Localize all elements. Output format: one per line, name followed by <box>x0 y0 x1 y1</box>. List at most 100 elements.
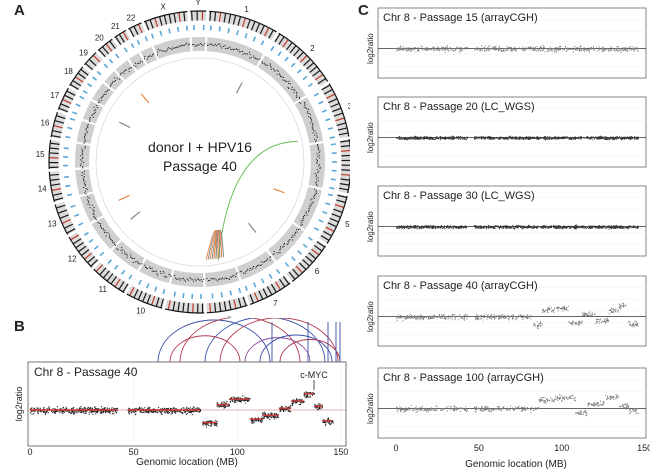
data-point <box>48 406 50 408</box>
data-point <box>443 226 445 228</box>
data-point <box>474 136 476 138</box>
data-point <box>410 138 412 140</box>
data-point <box>462 137 464 138</box>
cn-point <box>151 270 153 272</box>
data-point <box>436 226 438 228</box>
data-point <box>498 46 500 48</box>
data-point <box>609 138 611 140</box>
data-point <box>406 227 408 229</box>
data-point <box>513 137 515 139</box>
data-point <box>262 412 264 414</box>
data-point <box>323 421 325 423</box>
data-point <box>607 48 609 50</box>
data-point <box>281 405 283 407</box>
data-point <box>540 137 542 139</box>
cytoband <box>151 295 156 305</box>
data-point <box>464 138 466 140</box>
data-point <box>115 408 117 410</box>
data-point <box>445 316 447 318</box>
cn-point <box>196 278 198 280</box>
data-point <box>101 411 103 413</box>
cn-point <box>203 278 205 280</box>
feature-tick <box>69 117 76 121</box>
data-point <box>37 408 39 410</box>
data-point <box>160 412 162 414</box>
data-point <box>421 316 423 318</box>
data-point <box>623 138 625 140</box>
data-point <box>188 411 190 413</box>
cn-point <box>230 48 232 50</box>
data-point <box>114 411 116 413</box>
data-point <box>427 137 429 139</box>
cytoband <box>317 78 326 85</box>
data-point <box>579 137 581 138</box>
data-point <box>134 410 136 412</box>
cn-point <box>272 254 274 255</box>
cytoband <box>339 183 349 186</box>
cn-point <box>258 264 260 266</box>
data-point <box>327 419 329 421</box>
data-point <box>550 49 552 51</box>
data-point <box>183 411 185 413</box>
feature-tick <box>327 127 333 130</box>
cn-point <box>144 55 146 57</box>
data-point <box>404 49 405 51</box>
data-point <box>581 227 583 229</box>
data-point <box>107 411 109 413</box>
data-point <box>625 137 627 139</box>
data-point <box>558 227 560 229</box>
cn-point <box>251 268 253 270</box>
data-point <box>558 137 560 139</box>
data-point <box>314 404 316 406</box>
data-point <box>474 137 476 139</box>
data-point <box>270 417 272 419</box>
data-point <box>411 49 413 51</box>
feature-tick <box>260 40 265 46</box>
data-point <box>637 227 639 229</box>
data-point <box>332 420 334 422</box>
data-point <box>111 407 113 409</box>
data-point <box>495 46 497 48</box>
data-point <box>438 49 440 51</box>
data-point <box>442 49 444 51</box>
cn-point <box>121 252 123 254</box>
data-point <box>560 137 562 139</box>
data-point <box>572 49 574 51</box>
data-point <box>556 137 558 139</box>
data-point <box>396 136 398 138</box>
data-point <box>209 425 211 427</box>
data-point <box>221 401 223 403</box>
data-point <box>415 51 417 53</box>
data-point <box>630 136 632 138</box>
data-point <box>420 315 422 317</box>
data-point <box>327 418 329 420</box>
cn-point <box>293 92 295 94</box>
data-point <box>479 137 481 139</box>
ideogram-band-chr2 <box>273 33 328 87</box>
data-point <box>540 45 542 47</box>
data-point <box>530 226 532 228</box>
cn-point <box>298 96 300 98</box>
data-point <box>500 137 502 139</box>
data-point <box>630 138 632 140</box>
data-point <box>523 137 525 139</box>
cn-point <box>288 80 290 82</box>
cn-point <box>80 163 82 165</box>
data-point <box>528 227 530 229</box>
data-point <box>605 225 607 227</box>
cn-point <box>132 262 134 263</box>
cn-point <box>175 277 176 279</box>
cn-point <box>279 73 280 75</box>
data-point <box>589 226 591 228</box>
chromosome-label-Y: Y <box>195 0 201 7</box>
data-point <box>402 227 404 229</box>
data-point <box>465 313 467 315</box>
cn-point <box>304 214 305 216</box>
data-point <box>514 136 516 138</box>
data-point <box>233 401 235 403</box>
data-point <box>423 317 425 319</box>
cn-point <box>259 58 261 60</box>
data-point <box>578 49 580 51</box>
data-point <box>480 136 482 138</box>
data-point <box>444 137 446 139</box>
